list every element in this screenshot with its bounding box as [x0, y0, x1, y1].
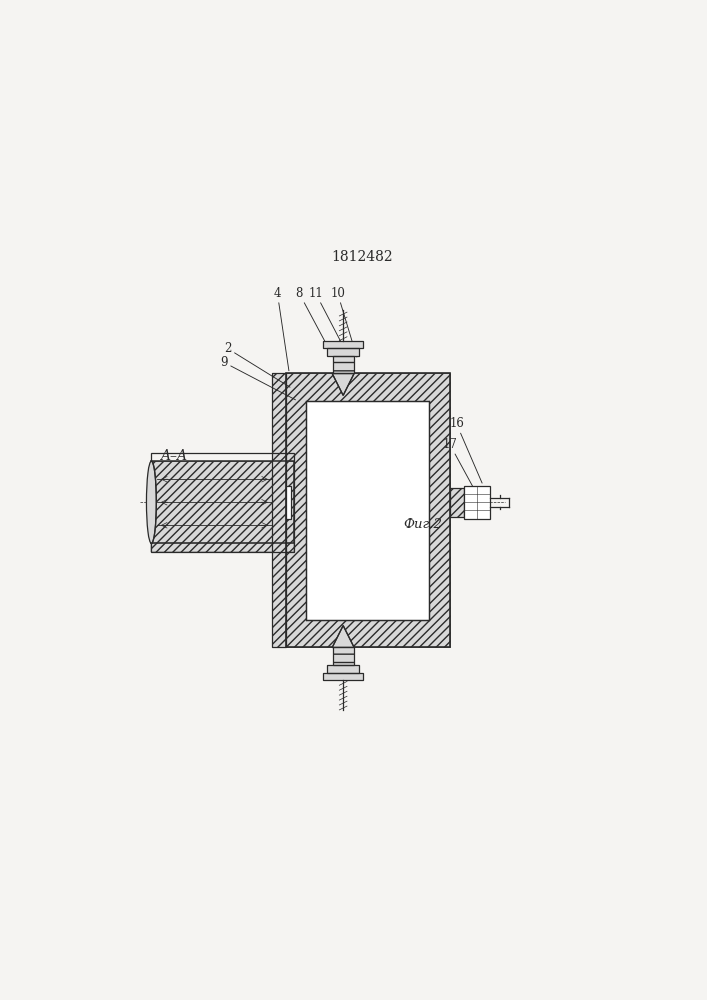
Text: 9: 9 [221, 356, 296, 400]
Text: 17: 17 [443, 438, 477, 494]
Bar [323, 673, 363, 680]
Text: 16: 16 [449, 417, 482, 483]
Bar [272, 373, 286, 647]
Bar [323, 341, 363, 348]
Bar [151, 543, 294, 552]
Bar [151, 461, 294, 543]
Text: 1812482: 1812482 [332, 250, 393, 264]
Bar [450, 488, 464, 517]
Bar [333, 356, 354, 373]
Bar [327, 665, 359, 673]
Bar [286, 486, 291, 519]
Bar [464, 486, 490, 519]
Bar [323, 673, 363, 680]
Bar [286, 373, 450, 647]
Text: Фиг.2: Фиг.2 [403, 518, 442, 531]
Ellipse shape [146, 461, 156, 543]
Bar [333, 647, 354, 665]
Bar [327, 348, 359, 356]
Text: 10: 10 [330, 287, 357, 357]
Bar [327, 348, 359, 356]
Text: 4: 4 [274, 287, 289, 371]
Bar [272, 373, 286, 647]
Bar [151, 461, 294, 543]
Text: 8: 8 [296, 287, 333, 357]
Text: 11: 11 [308, 287, 344, 348]
Bar [327, 665, 359, 673]
Text: A–A: A–A [160, 449, 187, 463]
Polygon shape [332, 626, 354, 647]
Bar [333, 647, 354, 665]
Bar [286, 373, 450, 647]
Bar [323, 341, 363, 348]
Bar [306, 401, 429, 620]
Bar [333, 356, 354, 373]
Text: 2: 2 [224, 342, 290, 387]
Bar [151, 453, 294, 552]
Bar [450, 488, 464, 517]
Polygon shape [332, 373, 354, 395]
